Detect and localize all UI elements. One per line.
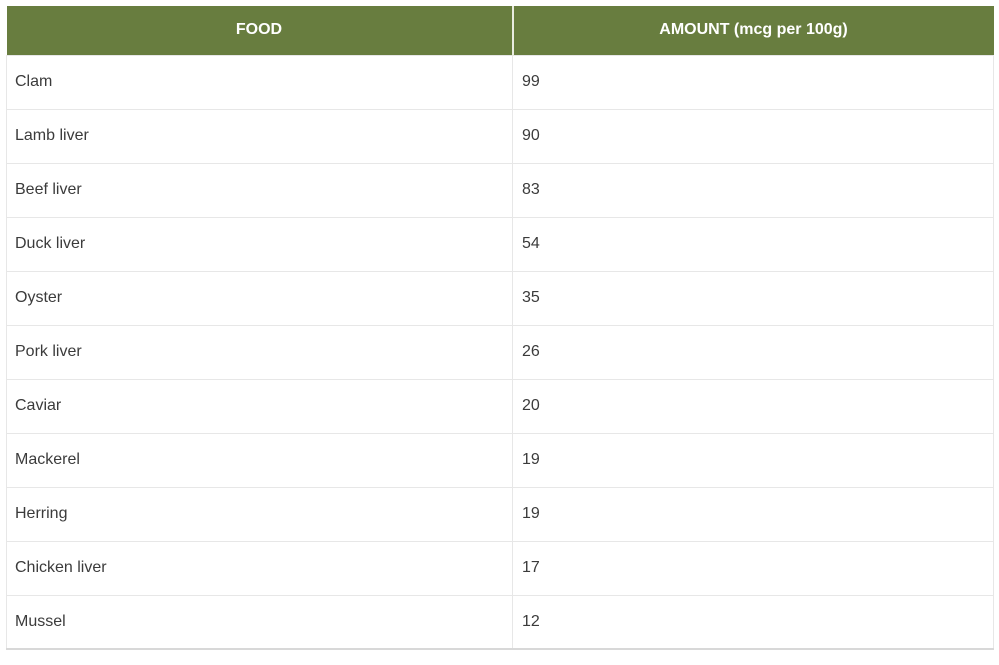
amount-cell: 19: [512, 487, 994, 542]
table-row: Herring 19: [6, 487, 994, 542]
table-row: Caviar 20: [6, 379, 994, 434]
header-cell-amount: AMOUNT (mcg per 100g): [511, 6, 994, 55]
amount-cell: 90: [512, 109, 994, 164]
food-cell: Beef liver: [6, 163, 513, 218]
header-cell-food: FOOD: [6, 6, 513, 55]
table-row: Mussel 12: [6, 595, 994, 650]
food-cell: Clam: [6, 54, 513, 110]
food-amount-table: FOOD AMOUNT (mcg per 100g) Clam 99 Lamb li…: [6, 6, 994, 650]
amount-cell: 19: [512, 433, 994, 488]
amount-cell: 99: [512, 54, 994, 110]
food-cell: Pork liver: [6, 325, 513, 380]
amount-cell: 12: [512, 595, 994, 650]
amount-cell: 54: [512, 217, 994, 272]
food-cell: Oyster: [6, 271, 513, 326]
amount-cell: 20: [512, 379, 994, 434]
food-cell: Chicken liver: [6, 541, 513, 596]
table-row: Mackerel 19: [6, 433, 994, 488]
table-row: Lamb liver 90: [6, 109, 994, 164]
food-cell: Caviar: [6, 379, 513, 434]
table-row: Oyster 35: [6, 271, 994, 326]
table-row: Pork liver 26: [6, 325, 994, 380]
table-header: FOOD AMOUNT (mcg per 100g): [6, 6, 994, 55]
amount-cell: 17: [512, 541, 994, 596]
food-cell: Lamb liver: [6, 109, 513, 164]
food-cell: Mussel: [6, 595, 513, 650]
amount-cell: 26: [512, 325, 994, 380]
food-cell: Herring: [6, 487, 513, 542]
table-row: Duck liver 54: [6, 217, 994, 272]
table-row: Chicken liver 17: [6, 541, 994, 596]
food-cell: Mackerel: [6, 433, 513, 488]
header-row: FOOD AMOUNT (mcg per 100g): [6, 6, 994, 55]
food-cell: Duck liver: [6, 217, 513, 272]
table-row: Beef liver 83: [6, 163, 994, 218]
amount-cell: 83: [512, 163, 994, 218]
amount-cell: 35: [512, 271, 994, 326]
table-body: Clam 99 Lamb liver 90 Beef liver 83 Duck liver…: [6, 54, 994, 650]
table-row: Clam 99: [6, 54, 994, 110]
